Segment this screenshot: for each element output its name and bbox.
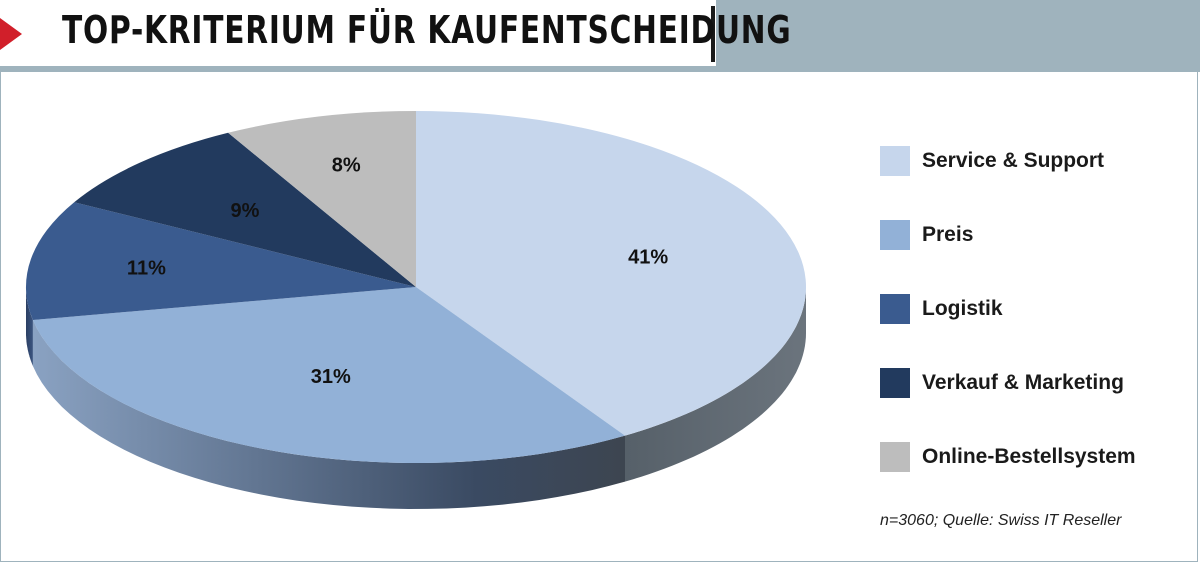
- header-bottom-rule: [0, 66, 1200, 72]
- pie-labels: 41% 31% 11% 9% 8%: [127, 154, 668, 387]
- legend-item: Logistik: [880, 288, 1190, 362]
- legend-item: Service & Support: [880, 140, 1190, 214]
- header-divider: [711, 6, 715, 62]
- legend-item: Preis: [880, 214, 1190, 288]
- legend: Service & Support Preis Logistik Verkauf & …: [880, 140, 1190, 510]
- pie-label-3: 9%: [231, 200, 260, 222]
- legend-swatch: [880, 146, 910, 176]
- pie-label-2: 11%: [127, 258, 166, 280]
- pie-sides: [26, 287, 806, 509]
- legend-item: Verkauf & Marketing: [880, 362, 1190, 436]
- pie-slice-1: [32, 287, 625, 464]
- red-triangle-icon: [0, 18, 22, 50]
- source-note: n=3060; Quelle: Swiss IT Reseller: [880, 512, 1122, 529]
- pie-side-0: [625, 287, 806, 482]
- pie-slice-4: [228, 111, 416, 287]
- chart-title: TOP-KRITERIUM FÜR KAUFENTSCHEIDUNG: [62, 8, 792, 52]
- legend-swatch: [880, 442, 910, 472]
- legend-label: Online-Bestellsystem: [922, 445, 1136, 468]
- pie-label-4: 8%: [332, 154, 361, 176]
- legend-swatch: [880, 220, 910, 250]
- pie-label-0: 41%: [628, 247, 668, 269]
- pie-slice-0: [416, 111, 807, 436]
- legend-label: Logistik: [922, 297, 1003, 320]
- pie-side-1: [32, 320, 625, 509]
- pie-slices: [25, 111, 807, 464]
- header-accent-band: [716, 0, 1200, 66]
- chart-header: TOP-KRITERIUM FÜR KAUFENTSCHEIDUNG: [0, 0, 1200, 66]
- pie-label-1: 31%: [311, 366, 351, 388]
- legend-label: Service & Support: [922, 149, 1105, 172]
- legend-label: Preis: [922, 223, 974, 246]
- legend-swatch: [880, 294, 910, 324]
- legend-swatch: [880, 368, 910, 398]
- pie-slice-2: [25, 202, 417, 320]
- legend-label: Verkauf & Marketing: [922, 371, 1124, 394]
- pie-side-2: [26, 287, 33, 366]
- pie-slice-3: [74, 132, 416, 287]
- legend-item: Online-Bestellsystem: [880, 436, 1190, 510]
- header-left-band: [0, 0, 716, 66]
